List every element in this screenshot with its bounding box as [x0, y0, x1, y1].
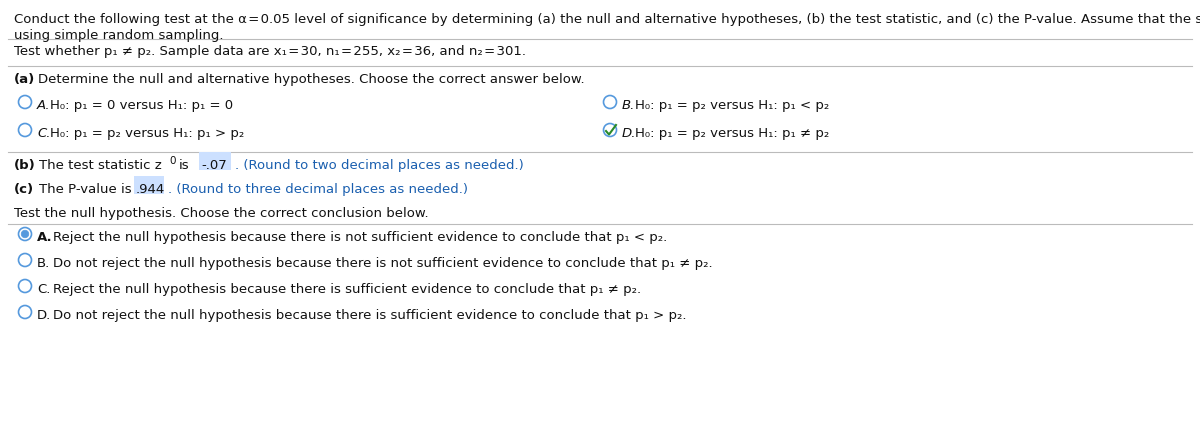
Text: A.: A. — [37, 230, 53, 243]
Text: H₀: p₁ = 0 versus H₁: p₁ = 0: H₀: p₁ = 0 versus H₁: p₁ = 0 — [50, 99, 233, 112]
Text: . (Round to two decimal places as needed.): . (Round to two decimal places as needed… — [235, 159, 523, 171]
Text: Conduct the following test at the α = 0.05 level of significance by determining : Conduct the following test at the α = 0.… — [14, 13, 1200, 26]
Text: The P-value is: The P-value is — [38, 183, 132, 196]
Text: .944: .944 — [136, 183, 166, 196]
Text: Reject the null hypothesis because there is not sufficient evidence to conclude : Reject the null hypothesis because there… — [53, 230, 667, 243]
Text: (b): (b) — [14, 159, 36, 171]
Text: Test the null hypothesis. Choose the correct conclusion below.: Test the null hypothesis. Choose the cor… — [14, 207, 428, 220]
Text: H₀: p₁ = p₂ versus H₁: p₁ ≠ p₂: H₀: p₁ = p₂ versus H₁: p₁ ≠ p₂ — [635, 127, 829, 140]
Text: Test whether p₁ ≠ p₂. Sample data are x₁ = 30, n₁ = 255, x₂ = 36, and n₂ = 301.: Test whether p₁ ≠ p₂. Sample data are x₁… — [14, 45, 526, 58]
Text: using simple random sampling.: using simple random sampling. — [14, 29, 223, 42]
Text: is: is — [179, 159, 190, 171]
Text: B.: B. — [622, 99, 635, 112]
Text: D.: D. — [622, 127, 636, 140]
FancyBboxPatch shape — [199, 153, 230, 171]
Text: Determine the null and alternative hypotheses. Choose the correct answer below.: Determine the null and alternative hypot… — [38, 73, 584, 86]
Text: C.: C. — [37, 127, 50, 140]
Text: B.: B. — [37, 256, 50, 270]
Text: Do not reject the null hypothesis because there is not sufficient evidence to co: Do not reject the null hypothesis becaus… — [53, 256, 713, 270]
Text: C.: C. — [37, 283, 50, 295]
Text: H₀: p₁ = p₂ versus H₁: p₁ > p₂: H₀: p₁ = p₂ versus H₁: p₁ > p₂ — [50, 127, 245, 140]
Text: (c): (c) — [14, 183, 34, 196]
Text: D.: D. — [37, 308, 52, 321]
FancyBboxPatch shape — [134, 177, 164, 194]
Text: -.07: -.07 — [202, 159, 227, 171]
Circle shape — [22, 231, 29, 238]
Text: Do not reject the null hypothesis because there is sufficient evidence to conclu: Do not reject the null hypothesis becaus… — [53, 308, 686, 321]
Text: A.: A. — [37, 99, 50, 112]
Text: . (Round to three decimal places as needed.): . (Round to three decimal places as need… — [168, 183, 468, 196]
Text: The test statistic z: The test statistic z — [38, 159, 162, 171]
Text: 0: 0 — [169, 156, 175, 166]
Text: Reject the null hypothesis because there is sufficient evidence to conclude that: Reject the null hypothesis because there… — [53, 283, 641, 295]
Text: (a): (a) — [14, 73, 35, 86]
Text: H₀: p₁ = p₂ versus H₁: p₁ < p₂: H₀: p₁ = p₂ versus H₁: p₁ < p₂ — [635, 99, 829, 112]
